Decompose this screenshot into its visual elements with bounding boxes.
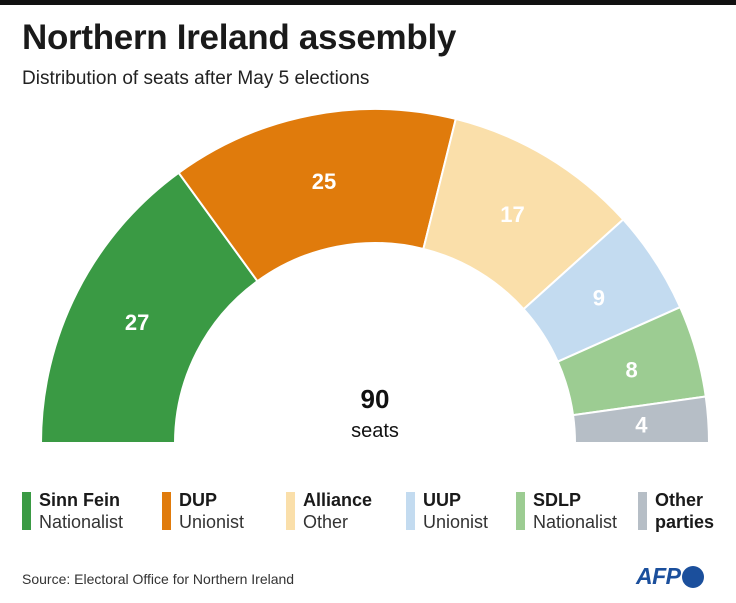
- afp-logo-dot: [681, 565, 704, 588]
- legend-party-bloc: Unionist: [179, 512, 245, 532]
- legend-party-name: UUP: [423, 490, 462, 510]
- legend-party-name: DUP: [179, 490, 218, 510]
- legend: Sinn Fein Nationalist DUP Unionist Alliance O…: [22, 489, 732, 549]
- chart-subtitle: Distribution of seats after May 5 electi…: [22, 68, 370, 89]
- legend-party-bloc: Other: [303, 512, 349, 532]
- segment-label-sdlp: 8: [626, 357, 638, 382]
- legend-party-name: SDLP: [533, 490, 582, 510]
- legend-item-sinn-fein: Sinn Fein Nationalist: [22, 489, 123, 533]
- segment-other-parties: [571, 395, 711, 444]
- segment-dup: [177, 108, 458, 283]
- legend-swatch: [22, 492, 31, 530]
- legend-swatch: [406, 492, 415, 530]
- afp-logo: AFP: [636, 563, 704, 590]
- legend-item-alliance: Alliance Other: [286, 489, 372, 533]
- legend-party-bloc: Nationalist: [533, 512, 618, 532]
- segment-sinn-fein: [39, 171, 259, 444]
- legend-item-sdlp: SDLP Nationalist: [516, 489, 617, 533]
- segment-label-alliance: 17: [500, 202, 524, 227]
- segment-label-sinn-fein: 27: [125, 310, 149, 335]
- segment-label-uup: 9: [593, 286, 605, 311]
- top-rule: [0, 0, 736, 5]
- segment-label-other-parties: 4: [635, 412, 648, 437]
- legend-party-bloc: Unionist: [423, 512, 489, 532]
- total-seats-value: 90: [361, 384, 390, 414]
- legend-swatch: [162, 492, 171, 530]
- legend-item-dup: DUP Unionist: [162, 489, 244, 533]
- source-note: Source: Electoral Office for Northern Ir…: [22, 571, 295, 587]
- afp-logo-text: AFP: [636, 563, 681, 589]
- chart-segment-labels: 27 25 17 9 8 4: [125, 169, 648, 437]
- legend-party-name: parties: [655, 512, 715, 532]
- hemicycle-chart: 27 25 17 9 8 4 90 seats: [39, 108, 711, 444]
- total-seats-unit: seats: [351, 420, 399, 442]
- segment-label-dup: 25: [312, 169, 336, 194]
- legend-party-name: Sinn Fein: [39, 490, 120, 510]
- legend-swatch: [516, 492, 525, 530]
- chart-title: Northern Ireland assembly: [22, 18, 457, 57]
- legend-swatch: [638, 492, 647, 530]
- legend-party-name: Alliance: [303, 490, 373, 510]
- legend-swatch: [286, 492, 295, 530]
- legend-party-name: Other: [655, 490, 704, 510]
- legend-item-other-parties: Other parties: [638, 489, 714, 533]
- legend-party-bloc: Nationalist: [39, 512, 124, 532]
- chart-segments: [39, 108, 711, 444]
- legend-item-uup: UUP Unionist: [406, 489, 488, 533]
